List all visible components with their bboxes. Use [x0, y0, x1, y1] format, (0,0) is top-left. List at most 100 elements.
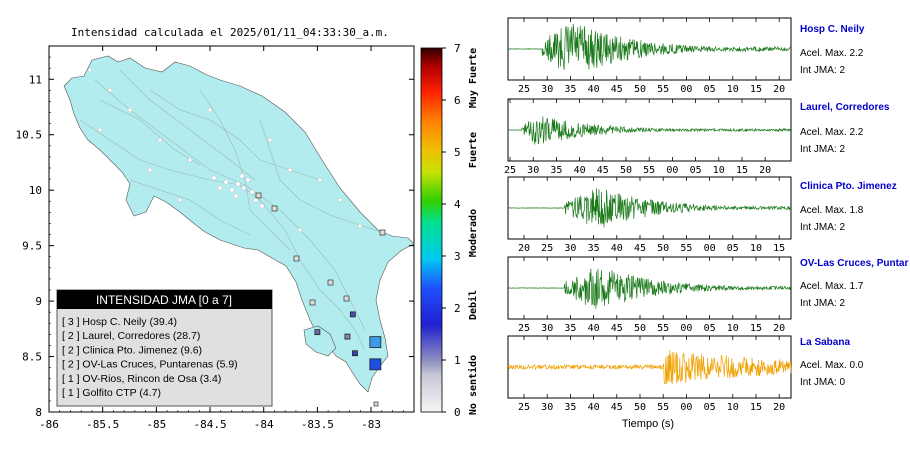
waveform-panel: 25 30 35 40 45 50 55 00 05 10 15 20: [507, 335, 792, 413]
waveform-tick-label: 20: [759, 165, 771, 176]
station-name: OV-Las Cruces, Puntar: [800, 258, 909, 269]
waveform-tick-label: 25: [504, 165, 516, 176]
intensity-marker: [344, 333, 351, 340]
waveform-tick-label: 40: [588, 323, 600, 334]
waveform-tick-label: 05: [704, 84, 716, 95]
colorbar-tick-label: 3: [454, 250, 461, 263]
waveform-tick-label: 15: [750, 84, 762, 95]
map-axes: -86 -85.5 -85 -84.5 -84 -83.5 -83 11 10.5 10 9.5 9 8…: [16, 45, 414, 431]
colorbar-tick-label: 5: [454, 146, 461, 159]
waveform-tick-label: 15: [750, 402, 762, 413]
waveform-tick-label: 25: [541, 243, 553, 254]
waveform-trace: [507, 350, 792, 385]
waveform-trace: [507, 23, 792, 71]
waveform-tick-label: 55: [657, 402, 669, 413]
station-int: Int JMA: 2: [800, 298, 846, 309]
waveform-trace: [507, 116, 792, 145]
map-x-tick-label: -84.5: [193, 418, 226, 431]
map-x-tick-label: -83.5: [301, 418, 334, 431]
waveform-tick-label: 05: [690, 165, 702, 176]
waveform-tick-label: 50: [634, 84, 646, 95]
map-x-tick-label: -83: [361, 418, 381, 431]
waveform-tick-label: 30: [527, 165, 539, 176]
map-x-tick-label: -85: [146, 418, 166, 431]
waveform-tick-label: 40: [611, 243, 623, 254]
waveform-tick-label: 45: [611, 323, 623, 334]
station-int: Int JMA: 2: [800, 222, 846, 233]
waveform-tick-label: 45: [611, 402, 623, 413]
waveform-tick-label: 10: [727, 323, 739, 334]
waveform-tick-label: 15: [773, 243, 785, 254]
waveform-tick-label: 35: [564, 323, 576, 334]
waveform-tick-label: 55: [657, 84, 669, 95]
legend-item: [ 2 ] Clinica Pto. Jimenez (9.6): [62, 344, 202, 356]
waveform-tick-label: 45: [634, 243, 646, 254]
waveform-tick-label: 50: [634, 323, 646, 334]
waveform-tick-label: 00: [666, 165, 678, 176]
waveform-tick-label: 30: [541, 323, 553, 334]
colorbar-label-moderado: Moderado: [468, 209, 479, 257]
waveform-tick-label: 15: [736, 165, 748, 176]
waveform-xlabel: Tiempo (s): [622, 418, 674, 430]
colorbar-tick-label: 4: [454, 198, 461, 211]
osa-peninsula: [303, 325, 337, 357]
waveform-tick-label: 35: [564, 402, 576, 413]
waveform-tick-label: 20: [773, 323, 785, 334]
intensity-legend: INTENSIDAD JMA [0 a 7] [ 3 ] Hosp C. Nei…: [56, 289, 273, 407]
waveform-tick-label: 05: [704, 402, 716, 413]
waveform-tick-label: 20: [518, 243, 530, 254]
intensity-marker: [349, 311, 356, 318]
map-y-tick-label: 10: [29, 184, 42, 197]
legend-item: [ 1 ] OV-Rios, Rincon de Osa (3.4): [62, 373, 221, 385]
colorbar-tick-label: 6: [454, 94, 461, 107]
intensity-marker: [369, 358, 382, 371]
waveform-tick-label: 25: [518, 323, 530, 334]
grey-station-squares: [255, 192, 386, 407]
legend-title: INTENSIDAD JMA [0 a 7]: [96, 293, 232, 307]
map-y-tick-label: 9: [35, 295, 42, 308]
colorbar-tick-label: 7: [454, 42, 461, 55]
colorbar-tick-label: 1: [454, 354, 461, 367]
colorbar-tick-label: 2: [454, 302, 461, 315]
station-name: La Sabana: [800, 337, 851, 348]
waveform-tick-label: 10: [713, 165, 725, 176]
waveform-tick-label: 45: [611, 84, 623, 95]
map-x-tick-label: -84: [254, 418, 274, 431]
waveform-tick-label: 05: [727, 243, 739, 254]
station-name: Hosp C. Neily: [800, 24, 865, 35]
colorbar-label-muy-fuerte: Muy Fuerte: [468, 48, 479, 108]
map-y-tick-label: 8: [35, 406, 42, 419]
waveform-panel: 25 30 35 40 45 50 55 00 05 10 15 20: [507, 17, 792, 95]
waveform-tick-label: 40: [588, 402, 600, 413]
waveform-tick-label: 35: [588, 243, 600, 254]
waveform-panel: 25 30 35 40 45 50 55 00 05 10 15 20: [504, 98, 792, 176]
station-name: Clinica Pto. Jimenez: [800, 181, 897, 192]
waveform-tick-label: 00: [680, 84, 692, 95]
map-y-tick-label: 10.5: [16, 129, 43, 142]
colorbar-label-fuerte: Fuerte: [468, 132, 479, 168]
map-y-tick-label: 9.5: [22, 240, 42, 253]
waveform-tick-label: 00: [680, 402, 692, 413]
legend-item: [ 1 ] Golfito CTP (4.7): [62, 387, 161, 399]
waveform-tick-label: 40: [574, 165, 586, 176]
waveform-tick-label: 15: [750, 323, 762, 334]
waveform-tick-label: 00: [704, 243, 716, 254]
waveform-tick-label: 45: [597, 165, 609, 176]
waveform-tick-label: 10: [750, 243, 762, 254]
waveform-panel: 20 25 30 35 40 45 50 55 00 05 10 15: [507, 176, 792, 254]
station-acel: Acel. Max. 2.2: [800, 127, 864, 138]
intensity-markers: [314, 311, 382, 371]
station-dots: [87, 67, 363, 233]
waveform-tick-label: 35: [564, 84, 576, 95]
legend-item: [ 2 ] OV-Las Cruces, Puntarenas (5.9): [62, 359, 238, 371]
waveform-tick-label: 00: [680, 323, 692, 334]
station-acel: Acel. Max. 0.0: [800, 360, 864, 371]
station-int: Int JMA: 0: [800, 377, 846, 388]
colorbar-gradient: [420, 47, 443, 413]
station-acel: Acel. Max. 1.8: [800, 205, 864, 216]
intensity-marker: [314, 329, 321, 336]
legend-item: [ 2 ] Laurel, Corredores (28.7): [62, 330, 200, 342]
map-y-tick-label: 8.5: [22, 351, 42, 364]
intensity-marker: [369, 336, 382, 349]
